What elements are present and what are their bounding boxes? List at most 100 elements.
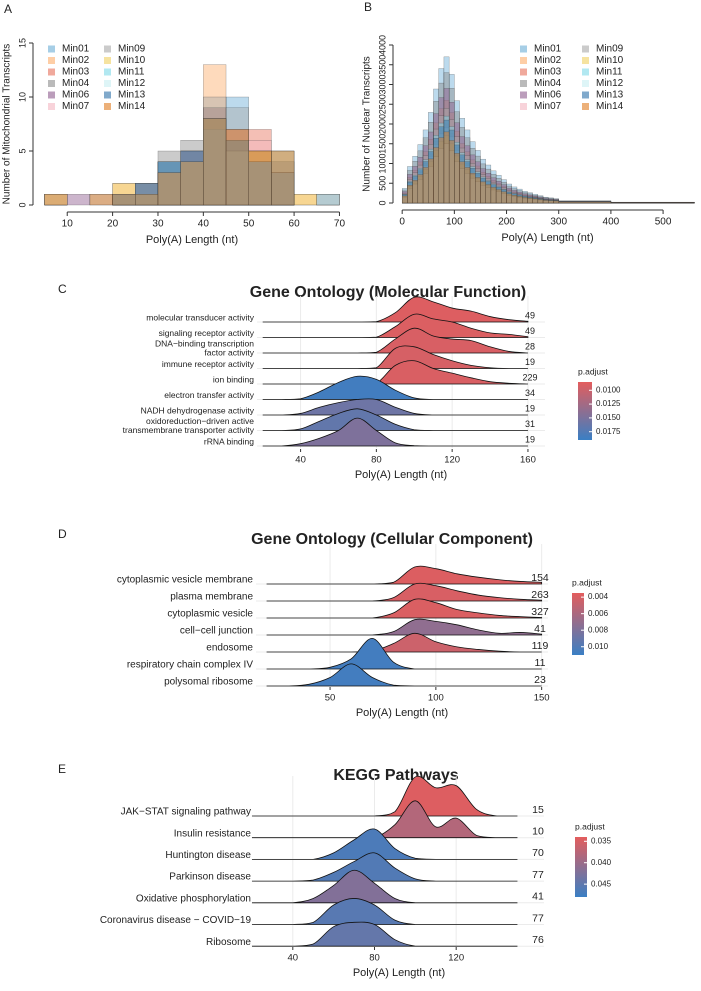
- panel-letter: A: [4, 2, 12, 16]
- category-label: signaling receptor activity: [159, 328, 255, 338]
- x-tick-label: 40: [295, 455, 306, 466]
- count-label: 28: [525, 341, 535, 351]
- panel-letter: E: [58, 762, 66, 776]
- legend-swatch: [582, 45, 589, 53]
- bar: [490, 187, 497, 204]
- panel-letter: C: [58, 282, 67, 296]
- ridge: [266, 663, 542, 687]
- count-label: 34: [525, 388, 535, 398]
- legend-label: Min10: [118, 55, 146, 66]
- y-tick-label: 3000: [377, 74, 387, 94]
- bar: [293, 194, 317, 206]
- bar: [516, 196, 523, 204]
- bar: [157, 172, 181, 206]
- count-label: 19: [525, 434, 535, 444]
- ridge: [266, 632, 542, 653]
- category-label: endosome: [206, 643, 253, 654]
- count-label: 19: [525, 357, 535, 367]
- x-tick-label: 200: [498, 217, 515, 228]
- y-tick-label: 0: [17, 202, 27, 207]
- ridge: [266, 637, 542, 670]
- ridge: [266, 582, 543, 602]
- x-tick-label: 20: [107, 219, 119, 230]
- panel-letter: B: [364, 0, 372, 14]
- y-tick-label: 15: [17, 38, 27, 48]
- count-label: 154: [531, 572, 549, 584]
- ridge: [262, 296, 529, 323]
- chart-title: KEGG Pathways: [333, 767, 458, 784]
- x-tick-label: 120: [444, 455, 460, 466]
- colorbar-tick-label: 0.045: [591, 879, 612, 888]
- legend-label: Min12: [118, 78, 146, 89]
- ridge: [251, 852, 518, 882]
- legend-swatch: [520, 80, 527, 87]
- legend-swatch: [48, 68, 55, 76]
- category-label: electron transfer activity: [164, 390, 255, 400]
- legend-label: Min07: [62, 101, 90, 112]
- bar: [527, 197, 533, 204]
- x-axis-label: Poly(A) Length (nt): [501, 232, 593, 244]
- bar: [203, 118, 227, 206]
- bar: [422, 167, 429, 204]
- x-tick-label: 50: [243, 219, 255, 230]
- category-label: respiratory chain complex IV: [127, 660, 253, 671]
- bar: [532, 198, 539, 204]
- count-label: 23: [534, 674, 546, 686]
- bar: [112, 194, 136, 206]
- category-label: Ribosome: [206, 937, 251, 948]
- legend-label: Min09: [118, 44, 146, 55]
- legend-label: Min01: [534, 44, 562, 55]
- legend-label: Min14: [118, 101, 146, 112]
- bar: [67, 194, 91, 206]
- bar: [506, 193, 512, 204]
- legend-swatch: [104, 45, 111, 53]
- legend-swatch: [582, 57, 589, 64]
- x-axis-label: Poly(A) Length (nt): [356, 707, 448, 719]
- legend-swatch: [582, 68, 589, 76]
- legend-swatch: [520, 103, 527, 110]
- ridge: [251, 828, 518, 860]
- x-tick-label: 60: [289, 219, 301, 230]
- legend-swatch: [48, 80, 55, 87]
- category-label: ion binding: [213, 374, 254, 384]
- bar: [316, 194, 340, 206]
- category-label: cytoplasmic vesicle: [167, 609, 253, 620]
- bar: [459, 161, 465, 204]
- bar: [448, 140, 455, 204]
- bar: [501, 191, 507, 204]
- bar: [271, 150, 295, 206]
- x-tick-label: 300: [550, 217, 567, 228]
- x-tick-label: 400: [603, 217, 620, 228]
- count-label: 11: [535, 657, 546, 669]
- bar: [558, 201, 612, 204]
- count-label: 41: [532, 891, 544, 903]
- ridge: [251, 921, 518, 947]
- bar: [412, 180, 419, 204]
- legend-label: Min10: [596, 55, 624, 66]
- x-tick-label: 150: [534, 693, 550, 704]
- category-label: Oxidative phosphorylation: [136, 893, 251, 904]
- legend-label: Min07: [534, 101, 562, 112]
- legend-label: Min06: [534, 90, 562, 101]
- colorbar-tick-label: 0.006: [588, 609, 609, 618]
- legend-swatch: [104, 57, 111, 64]
- count-label: 41: [534, 623, 546, 635]
- colorbar-tick-label: 0.035: [591, 836, 612, 845]
- x-tick-label: 120: [448, 953, 464, 964]
- category-label: NADH dehydrogenase activity: [141, 405, 255, 415]
- bar: [454, 153, 460, 204]
- bar: [522, 197, 528, 204]
- count-label: 76: [532, 934, 544, 946]
- legend-swatch: [104, 91, 111, 99]
- legend-label: Min11: [118, 67, 145, 78]
- category-label: Huntington disease: [165, 850, 251, 861]
- x-tick-label: 0: [399, 217, 405, 228]
- ridge: [262, 327, 528, 354]
- bar: [401, 195, 408, 204]
- legend-swatch: [48, 91, 55, 99]
- x-tick-label: 500: [655, 217, 672, 228]
- x-tick-label: 50: [325, 693, 336, 704]
- bar: [542, 199, 549, 204]
- x-tick-label: 80: [371, 455, 382, 466]
